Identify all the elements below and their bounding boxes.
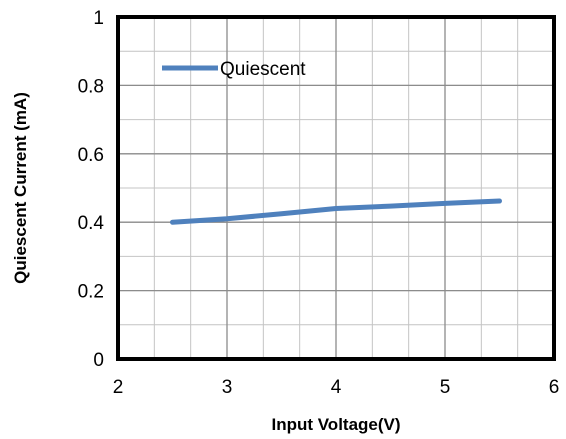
x-axis-tick-labels: 2 3 4 5 6: [113, 377, 560, 398]
y-tick-label-0: 0: [93, 350, 104, 371]
x-tick-label-4: 6: [549, 377, 560, 398]
y-axis-title: Quiescent Current (mA): [11, 92, 30, 284]
x-tick-label-0: 2: [113, 377, 124, 398]
y-tick-label-1: 0.2: [78, 282, 104, 303]
legend: Quiescent: [162, 59, 306, 80]
plot-area-frame: [116, 15, 556, 361]
y-axis-tick-labels: 0 0.2 0.4 0.6 0.8 1: [78, 8, 105, 371]
legend-label-quiescent: Quiescent: [220, 59, 306, 80]
x-tick-label-1: 3: [222, 377, 233, 398]
series-layer: [170, 198, 502, 225]
x-tick-label-2: 4: [331, 377, 342, 398]
x-tick-label-3: 5: [440, 377, 451, 398]
major-gridlines: [118, 17, 554, 359]
series-line-0: [170, 198, 502, 225]
x-axis-title: Input Voltage(V): [271, 415, 400, 434]
y-tick-label-3: 0.6: [78, 145, 104, 166]
y-tick-label-5: 1: [93, 8, 104, 29]
y-tick-label-2: 0.4: [78, 213, 105, 234]
y-tick-label-4: 0.8: [78, 76, 104, 97]
